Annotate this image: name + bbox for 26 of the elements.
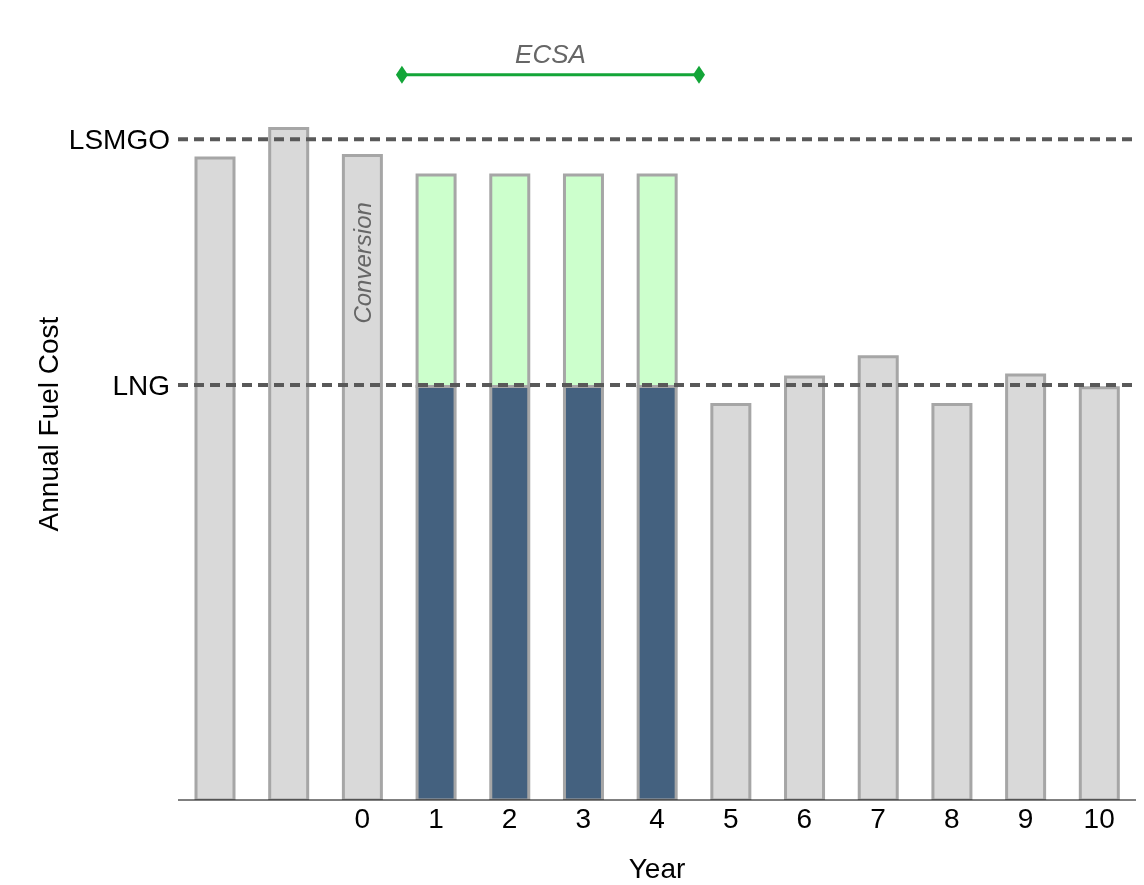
x-tick-label: 7 bbox=[870, 802, 886, 834]
bar bbox=[194, 156, 236, 800]
x-tick-label: 3 bbox=[575, 802, 592, 834]
bar bbox=[1005, 373, 1047, 800]
text: ECSA bbox=[515, 38, 586, 69]
x-tick-label: 4 bbox=[649, 802, 665, 834]
bar bbox=[857, 355, 899, 800]
ref-line-label: LNG bbox=[112, 370, 170, 402]
annotation: Conversion bbox=[348, 202, 376, 324]
x-tick-label: 1 bbox=[428, 802, 444, 834]
x-tick-label: 6 bbox=[796, 802, 813, 834]
x-tick-label: 10 bbox=[1083, 802, 1115, 834]
x-axis-title: Year bbox=[628, 853, 686, 884]
y-axis-title: Annual Fuel Cost bbox=[32, 316, 64, 532]
bar bbox=[1078, 386, 1120, 800]
x-tick-label: 5 bbox=[722, 802, 739, 834]
bar bbox=[784, 375, 826, 800]
bar bbox=[268, 127, 310, 800]
x-tick-label: 0 bbox=[354, 802, 371, 834]
ref-line-label: LSMGO bbox=[68, 124, 170, 156]
x-tick-label: 9 bbox=[1017, 802, 1034, 834]
x-tick-label: 8 bbox=[943, 802, 960, 834]
bar bbox=[341, 153, 383, 800]
bar bbox=[710, 403, 752, 800]
bar bbox=[931, 403, 973, 800]
x-tick-label: 2 bbox=[501, 802, 518, 834]
